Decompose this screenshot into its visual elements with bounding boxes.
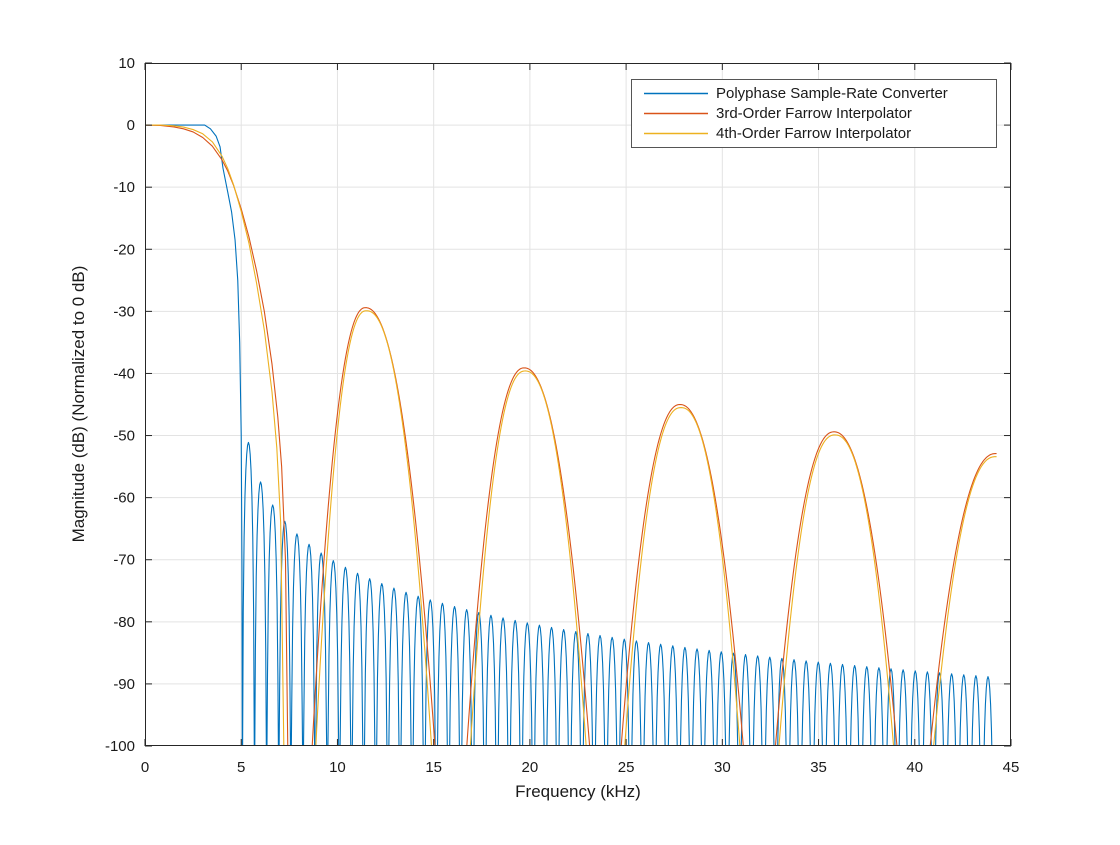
legend-entry-label: 3rd-Order Farrow Interpolator <box>716 105 912 122</box>
y-tick-label: -100 <box>105 738 135 755</box>
grid-lines <box>145 63 1011 746</box>
x-tick-label: 40 <box>906 759 923 776</box>
legend: Polyphase Sample-Rate Converter 3rd-Orde… <box>631 79 997 148</box>
y-tick-label: -40 <box>113 365 135 382</box>
x-tick-label: 30 <box>714 759 731 776</box>
tick-labels: 0 5 10 15 20 25 30 35 40 45 10 0 -10 -20 -30 -40 -50 -60 -… <box>105 55 1019 776</box>
x-axis-label: Frequency (kHz) <box>515 782 641 801</box>
y-tick-label: 10 <box>118 55 135 72</box>
series-lines <box>145 124 997 746</box>
y-tick-label: -90 <box>113 676 135 693</box>
x-tick-label: 35 <box>810 759 827 776</box>
series-line-0 <box>145 124 993 746</box>
axis-ticks <box>144 62 1012 747</box>
y-tick-label: -20 <box>113 241 135 258</box>
y-tick-label: -10 <box>113 179 135 196</box>
y-tick-label: -70 <box>113 552 135 569</box>
x-tick-label: 10 <box>329 759 346 776</box>
y-tick-label: -30 <box>113 303 135 320</box>
x-tick-label: 25 <box>618 759 635 776</box>
y-tick-label: 0 <box>127 117 135 134</box>
x-tick-label: 45 <box>1003 759 1020 776</box>
x-tick-label: 0 <box>141 759 149 776</box>
x-tick-label: 5 <box>237 759 245 776</box>
y-tick-label: -60 <box>113 490 135 507</box>
y-tick-label: -50 <box>113 428 135 445</box>
legend-entry-label: 4th-Order Farrow Interpolator <box>716 125 911 142</box>
y-axis-label: Magnitude (dB) (Normalized to 0 dB) <box>69 266 88 543</box>
legend-entry-label: Polyphase Sample-Rate Converter <box>716 85 948 102</box>
x-tick-label: 20 <box>522 759 539 776</box>
axes-box <box>145 63 1011 746</box>
x-tick-label: 15 <box>425 759 442 776</box>
y-tick-label: -80 <box>113 614 135 631</box>
series-line-2 <box>145 124 997 746</box>
